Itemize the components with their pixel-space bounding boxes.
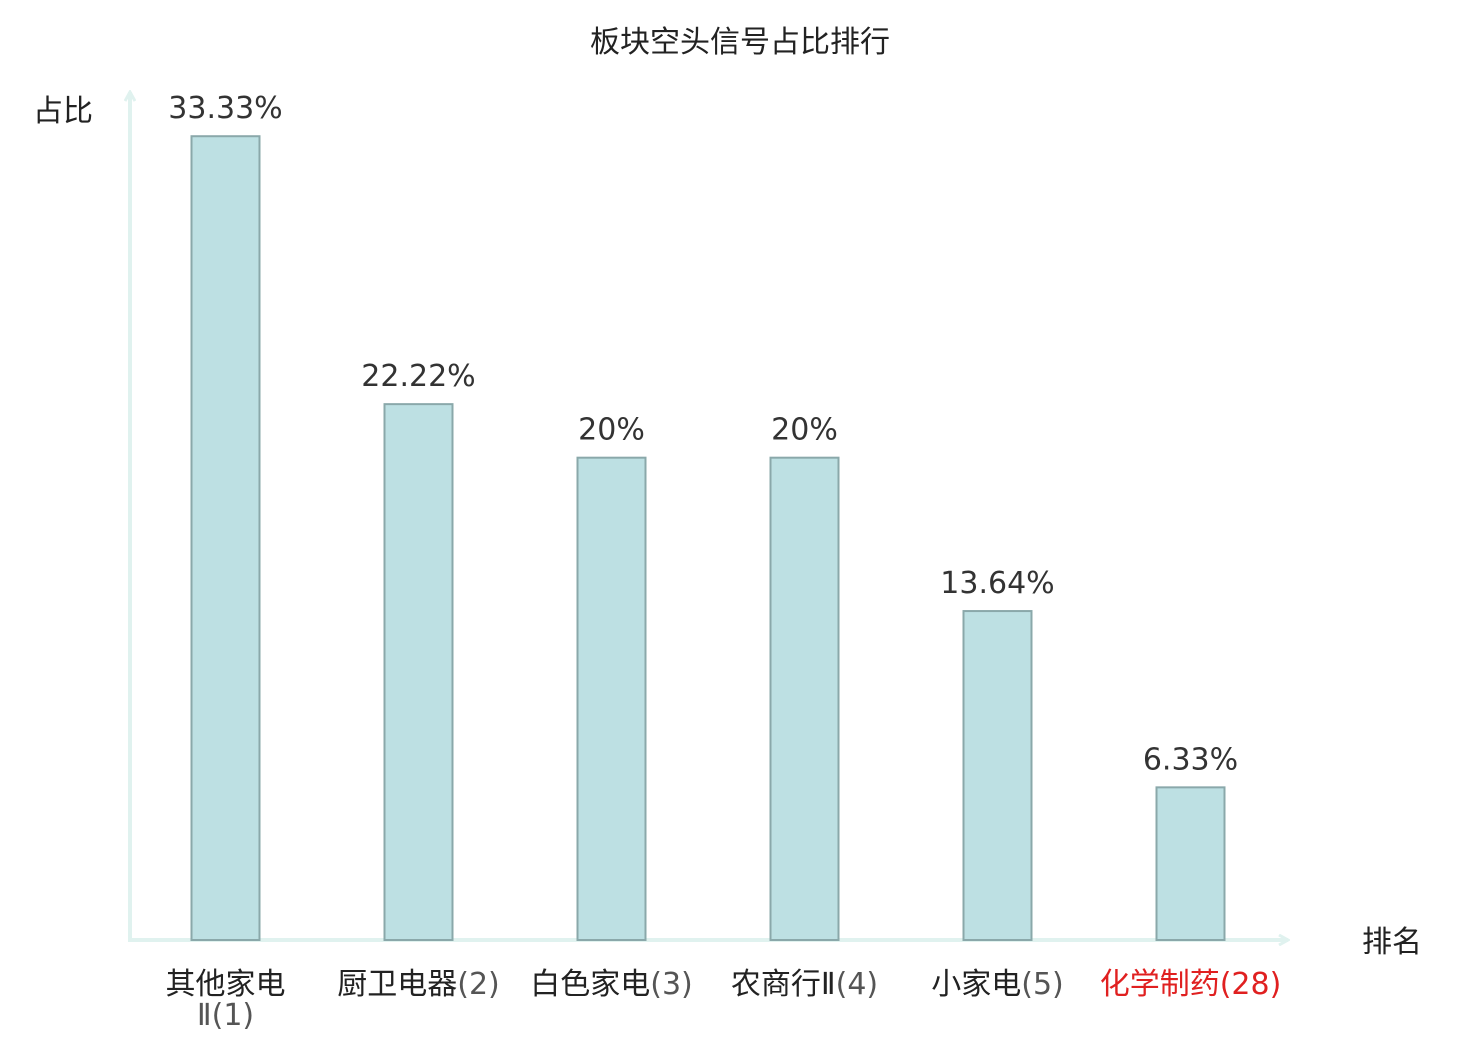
bar-2 (383, 403, 454, 942)
bar-4 (769, 456, 840, 941)
value-label-6: 6.33% (1143, 742, 1238, 777)
bar-5 (962, 610, 1033, 941)
category-label-3: 白色家电(3) (530, 967, 693, 1002)
category-label-1: 其他家电 Ⅱ(1) (166, 967, 286, 1033)
value-label-5: 13.64% (940, 566, 1054, 601)
chart-title: 板块空头信号占比排行 (590, 25, 890, 60)
value-label-1: 33.33% (168, 91, 282, 126)
value-label-3: 20% (578, 413, 645, 448)
value-label-4: 20% (771, 413, 838, 448)
x-axis-label: 排名 (1362, 925, 1422, 960)
category-label-4: 农商行Ⅱ(4) (731, 967, 878, 1002)
bar-6 (1155, 786, 1226, 941)
bars-group: 33.33% 其他家电 Ⅱ(1) 22.22% 厨卫电器(2) 20% 白色家电(3) 20%… (166, 91, 1282, 1033)
value-label-2: 22.22% (361, 359, 475, 394)
y-axis-label: 占比 (33, 94, 93, 129)
category-label-2: 厨卫电器(2) (337, 967, 500, 1002)
bar-1 (190, 135, 261, 942)
category-label-5: 小家电(5) (931, 967, 1064, 1002)
category-label-6: 化学制药(28) (1100, 967, 1282, 1002)
bar-3 (576, 456, 647, 941)
